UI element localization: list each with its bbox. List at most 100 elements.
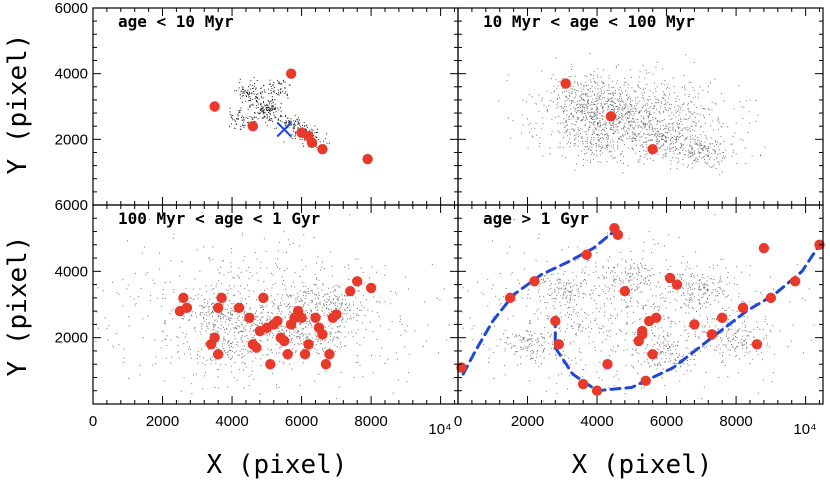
data-point: [216, 292, 227, 304]
data-point: [456, 362, 467, 373]
x-tick-label: 2000: [511, 413, 544, 430]
stars: [498, 53, 766, 176]
data-point: [310, 312, 321, 323]
data-point: [317, 329, 328, 340]
data-point: [320, 359, 332, 370]
data-point: [247, 121, 259, 132]
panel-label: age < 10 Myr: [118, 12, 234, 31]
star-field: [498, 53, 766, 176]
panel-frame: [457, 204, 824, 405]
data-point: [299, 349, 311, 360]
data-point: [285, 68, 297, 79]
panel-label: 10 Myr < age < 100 Myr: [483, 12, 695, 31]
panel-label: 100 Myr < age < 1 Gyr: [118, 209, 320, 228]
data-point: [212, 302, 224, 314]
y-tick-label: 6000: [55, 0, 88, 17]
data-point: [233, 302, 245, 314]
data-point: [664, 272, 676, 284]
x-tick-label: 6000: [285, 413, 318, 430]
star-field: [95, 212, 454, 402]
y-tick-label: 2000: [55, 131, 88, 148]
data-point: [209, 101, 220, 112]
dashed-curve-2: [553, 243, 821, 393]
data-point: [529, 276, 540, 287]
data-point: [605, 111, 617, 122]
data-point: [251, 342, 262, 353]
x-tick-label: 2000: [146, 413, 179, 430]
data-point: [345, 286, 356, 297]
ylabel-top: Y (pixel): [3, 34, 33, 175]
data-point: [640, 375, 651, 386]
panel-frame: [92, 7, 459, 206]
data-point: [258, 292, 269, 304]
data-point: [619, 286, 631, 297]
panel-1: age < 10 Myr: [92, 7, 459, 206]
data-point: [751, 339, 763, 350]
center-marker: [276, 121, 292, 138]
data-point: [351, 276, 363, 287]
panel-4: age > 1 Gyr: [456, 204, 825, 405]
data-point: [789, 276, 801, 287]
star-field: [460, 212, 819, 402]
data-point: [716, 312, 728, 323]
data-point: [306, 137, 318, 148]
data-point: [324, 349, 335, 360]
x-tick-label: 4000: [215, 413, 248, 430]
panels-layer: age < 10 Myr 10 Myr < age < 100 Myr 100 My…: [92, 7, 825, 405]
y-tick-label: 4000: [55, 66, 88, 83]
data-point: [178, 292, 189, 304]
data-point: [637, 325, 648, 337]
y-tick-label: 2000: [55, 330, 88, 347]
panel-frame: [457, 7, 824, 206]
data-point: [560, 78, 571, 89]
x-tick-label: 8000: [719, 413, 752, 430]
y-tick-label: 6000: [55, 197, 88, 214]
xlabel-left: X (pixel): [207, 450, 348, 480]
stars: [460, 212, 819, 402]
x-tick-label: 0: [89, 413, 97, 430]
data-point: [647, 349, 658, 360]
data-point: [278, 335, 290, 347]
data-point: [581, 249, 592, 260]
data-point: [244, 312, 255, 323]
data-point: [602, 359, 613, 370]
y-tick-label: 4000: [55, 263, 88, 280]
data-point: [758, 242, 770, 254]
x-multiplier-label: 10⁴: [428, 421, 451, 438]
data-point: [331, 309, 342, 320]
data-point: [671, 279, 683, 290]
panel-frame: [92, 204, 459, 405]
data-point: [689, 319, 700, 330]
data-point: [737, 302, 749, 314]
data-point: [591, 385, 603, 396]
x-tick-label: 8000: [354, 413, 387, 430]
data-point: [647, 143, 658, 155]
panel-2: 10 Myr < age < 100 Myr: [457, 7, 824, 206]
stars: [95, 212, 454, 402]
data-point: [765, 292, 777, 304]
xlabel-right: X (pixel): [572, 450, 713, 480]
data-point: [181, 302, 193, 314]
x-multiplier-label: 10⁴: [793, 421, 816, 438]
data-point: [212, 349, 224, 360]
panel-label: age > 1 Gyr: [483, 209, 589, 228]
data-point: [317, 143, 328, 155]
panel-3: 100 Myr < age < 1 Gyr: [92, 204, 459, 405]
data-point: [612, 229, 624, 241]
x-tick-label: 0: [454, 413, 462, 430]
dashed-curve-1: [461, 226, 620, 376]
data-point: [650, 312, 662, 323]
data-point: [303, 339, 314, 350]
data-point: [550, 315, 561, 327]
data-point: [706, 329, 717, 340]
data-point: [209, 332, 220, 343]
ylabel-bottom: Y (pixel): [3, 236, 33, 377]
data-point: [362, 153, 373, 165]
data-point: [504, 292, 516, 304]
data-point: [272, 315, 283, 327]
data-point: [282, 349, 293, 360]
data-point: [265, 359, 276, 370]
data-point: [296, 312, 307, 323]
x-tick-label: 4000: [580, 413, 613, 430]
